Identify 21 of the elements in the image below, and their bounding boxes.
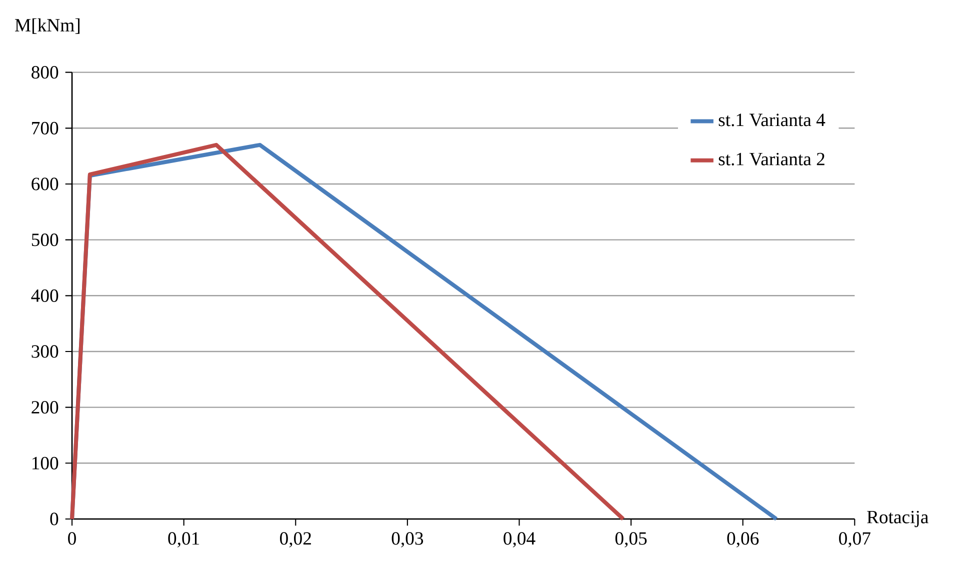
x-tick-label: 0,06 [727,532,759,548]
y-axis-title: M[kNm] [15,18,80,34]
y-tick-label: 800 [32,66,58,79]
y-tick-label: 700 [32,122,58,134]
y-tick-label: 0 [50,512,58,526]
y-tick-label: 200 [32,401,58,414]
x-tick-label: 0 [68,532,76,545]
x-axis-title: Rotacija [867,510,928,528]
x-tick-label: 0,07 [839,532,870,548]
y-tick-label: 100 [32,456,58,470]
y-tick-label: 400 [31,289,58,302]
x-tick-label: 0,03 [392,532,424,548]
x-tick-label: 0,05 [615,532,647,548]
y-tick-label: 600 [32,178,58,190]
x-tick-label: 0,01 [168,532,200,548]
x-tick-label: 0,04 [504,532,536,548]
legend-label: st.1 Varianta 4 [718,114,826,126]
x-tick-label: 0,02 [280,532,311,548]
y-tick-label: 500 [32,234,58,246]
legend-label: st.1 Varianta 2 [718,152,824,166]
y-tick-label: 300 [32,345,58,358]
